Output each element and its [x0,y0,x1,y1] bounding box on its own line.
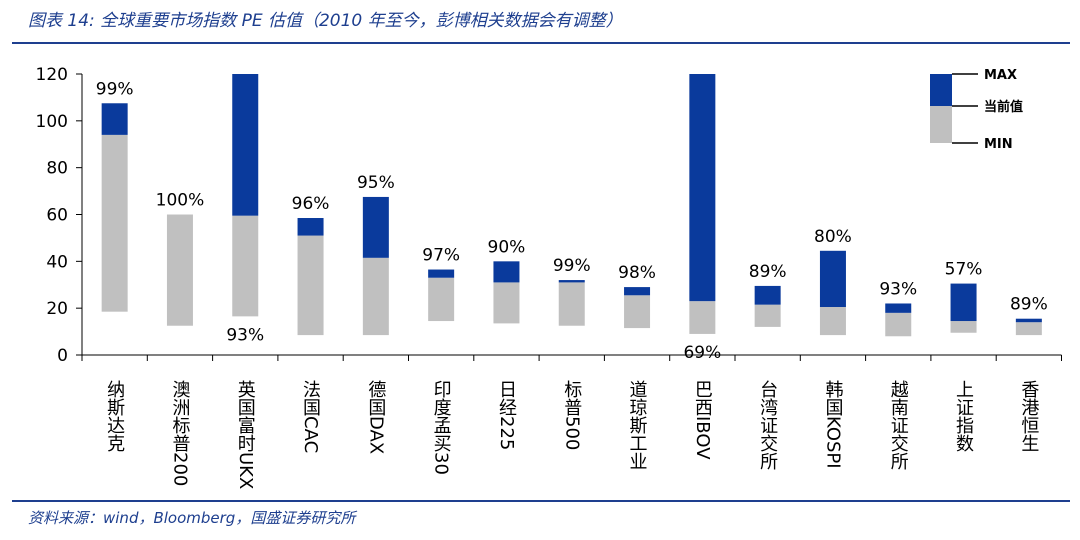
bar-min-to-current [950,321,977,333]
category-label: 标普500 [561,380,582,451]
y-tick-label: 120 [36,65,68,85]
bar-current-to-max [950,283,977,322]
bar-min-to-current [885,312,912,337]
percentile-label: 80% [814,227,852,247]
bar-min-to-current [624,295,651,329]
bar-current-to-max [558,280,585,283]
category-label: 纳斯达克 [104,380,125,452]
bar-min-to-current [754,304,781,327]
category-label: 法国CAC [300,380,321,453]
percentile-label: 100% [156,191,205,211]
percentile-label: 93% [879,279,917,299]
bar-current-to-max [362,196,389,258]
category-label: 韩国KOSPI [822,380,843,469]
figure-title: 图表 14: 全球重要市场指数 PE 估值（2010 年至今，彭博相关数据会有调… [28,11,623,31]
bar-current-to-max [493,261,520,283]
y-tick-label: 60 [46,206,68,226]
percentile-label: 97% [422,246,460,266]
pe-range-chart: 0 20 40 60 80 100 120 99% 纳斯达克 100% 澳洲标普200 93% 英国富时… [36,65,1062,489]
bar-min-to-current [297,235,324,336]
percentile-label: 95% [357,173,395,193]
y-tick-label: 80 [46,159,68,179]
category-label: 日经225 [496,380,517,450]
bar-current-to-max [428,269,455,278]
percentile-label: 98% [618,263,656,283]
percentile-label: 99% [553,256,591,276]
bar-current-to-max [754,285,781,305]
category-label: 德国DAX [365,380,386,454]
bar-min-to-current [362,257,389,336]
category-label: 上证指数 [953,380,974,452]
bar-min-to-current [428,277,455,322]
category-label: 巴西IBOV [692,380,713,460]
legend-swatch-max [930,74,952,106]
y-tick-label: 0 [57,346,68,366]
bar-min-to-current [101,134,128,312]
category-label: 澳洲标普200 [169,380,190,487]
y-tick-label: 40 [46,252,68,272]
bar-current-to-max [819,250,846,307]
legend-label: MAX [984,68,1017,83]
bar-min-to-current [1015,322,1042,336]
percentile-label: 69% [683,343,721,363]
top-divider [12,42,1070,44]
percentile-label: 99% [96,79,134,99]
bar-min-to-current [558,282,585,326]
category-label: 印度孟买30 [431,380,452,475]
bar-current-to-max [624,287,651,296]
category-label: 英国富时UKX [235,380,256,489]
bar-current-to-max [689,74,716,302]
bar-min-to-current [232,215,259,317]
legend-label: MIN [984,137,1013,152]
bar-min-to-current [166,214,193,326]
bottom-divider [12,500,1070,502]
legend-swatch-min [930,106,952,143]
bar-min-to-current [819,306,846,336]
bar-current-to-max [1015,318,1042,323]
percentile-label: 57% [945,260,983,280]
source-note: 资料来源：wind，Bloomberg，国盛证券研究所 [28,509,356,527]
bar-current-to-max [101,103,128,135]
category-label: 越南证交所 [888,380,909,470]
category-label: 道琼斯工业 [627,380,648,470]
bar-min-to-current [689,301,716,334]
percentile-label: 89% [749,262,787,282]
y-tick-label: 100 [36,112,68,132]
category-label: 台湾证交所 [757,380,778,470]
bar-current-to-max [297,218,324,236]
percentile-label: 90% [488,237,526,257]
category-label: 香港恒生 [1018,380,1039,452]
bar-current-to-max [885,303,912,313]
percentile-label: 93% [226,325,264,345]
bar-current-to-max [232,74,259,216]
percentile-label: 96% [292,194,330,214]
bar-min-to-current [493,282,520,324]
legend-label: 当前值 [984,99,1023,115]
y-tick-label: 20 [46,299,68,319]
percentile-label: 89% [1010,295,1048,315]
